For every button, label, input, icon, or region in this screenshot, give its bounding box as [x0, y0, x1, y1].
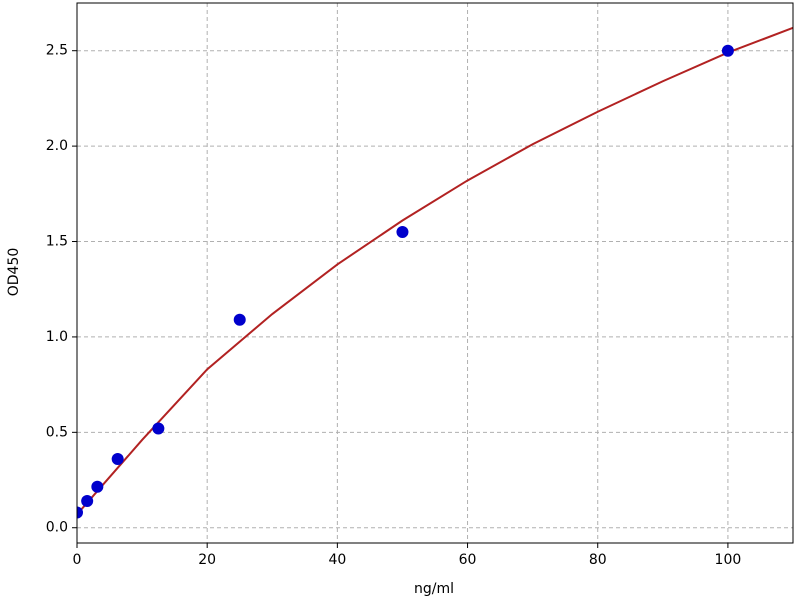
y-tick-label: 0.5	[46, 424, 68, 440]
data-point	[111, 453, 124, 466]
fit-curve	[77, 26, 793, 516]
x-tick-label: 100	[715, 552, 742, 568]
y-tick-label: 2.0	[46, 138, 68, 154]
data-point	[721, 44, 734, 57]
plot-frame	[76, 2, 794, 544]
x-tick-label: 80	[589, 552, 607, 568]
x-tick-label: 60	[459, 552, 477, 568]
data-point	[152, 422, 165, 435]
x-tick-label: 40	[328, 552, 346, 568]
x-axis-label: ng/ml	[414, 581, 454, 597]
y-tick-label: 2.5	[46, 43, 68, 59]
x-tick-label: 0	[73, 552, 82, 568]
data-point	[396, 225, 409, 238]
data-point	[91, 480, 104, 493]
data-point	[81, 495, 94, 508]
y-axis-label: OD450	[6, 248, 22, 297]
data-point	[77, 506, 83, 519]
y-tick-label: 1.0	[46, 329, 68, 345]
x-tick-label: 20	[198, 552, 216, 568]
y-tick-label: 0.0	[46, 520, 68, 536]
data-point	[233, 313, 246, 326]
y-tick-label: 1.5	[46, 234, 68, 250]
